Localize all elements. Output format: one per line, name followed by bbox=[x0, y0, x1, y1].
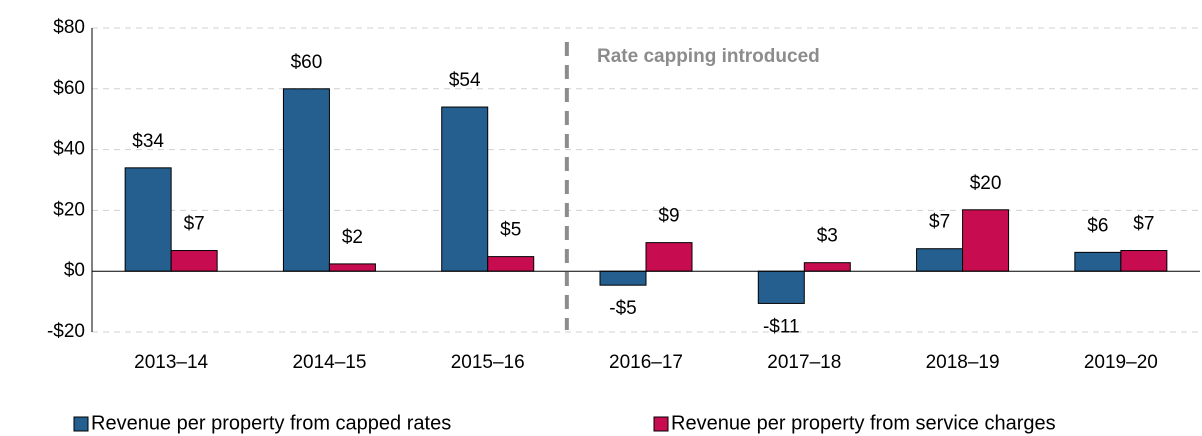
bar bbox=[1120, 250, 1168, 272]
value-label: $7 bbox=[929, 212, 950, 233]
y-tick-label: $80 bbox=[53, 17, 85, 38]
x-tick-label: 2018–19 bbox=[926, 352, 1000, 373]
value-label: $54 bbox=[449, 70, 481, 91]
value-label: -$5 bbox=[609, 298, 636, 319]
value-label: $3 bbox=[817, 226, 838, 247]
value-label: $5 bbox=[500, 220, 521, 241]
value-label: $60 bbox=[291, 52, 323, 73]
bar bbox=[803, 262, 851, 272]
x-tick-label: 2014–15 bbox=[292, 352, 366, 373]
value-label: $9 bbox=[658, 206, 679, 227]
bar bbox=[441, 106, 489, 272]
y-tick-label: $20 bbox=[53, 199, 85, 220]
y-tick-label: $60 bbox=[53, 78, 85, 99]
x-tick-label: 2015–16 bbox=[451, 352, 525, 373]
y-tick-label: $40 bbox=[53, 139, 85, 160]
x-tick-label: 2019–20 bbox=[1084, 352, 1158, 373]
legend-swatch bbox=[73, 416, 89, 432]
value-label: $2 bbox=[342, 227, 363, 248]
bar bbox=[1074, 251, 1122, 272]
bar bbox=[757, 270, 805, 304]
bar bbox=[916, 248, 964, 272]
legend-swatch bbox=[653, 416, 669, 432]
legend-label: Revenue per property from service charge… bbox=[671, 412, 1056, 434]
value-label: $6 bbox=[1087, 215, 1108, 236]
bar bbox=[599, 270, 647, 286]
value-label: -$11 bbox=[763, 316, 800, 337]
value-label: $7 bbox=[1133, 214, 1154, 235]
y-tick-label: $0 bbox=[64, 260, 85, 281]
bar bbox=[487, 256, 535, 272]
x-tick-label: 2017–18 bbox=[767, 352, 841, 373]
bar bbox=[170, 250, 218, 272]
x-tick-label: 2016–17 bbox=[609, 352, 683, 373]
legend-label: Revenue per property from capped rates bbox=[91, 412, 451, 434]
value-label: $7 bbox=[184, 214, 205, 235]
bar bbox=[645, 242, 693, 272]
bar bbox=[962, 209, 1010, 272]
y-tick-label: -$20 bbox=[47, 321, 85, 342]
x-tick-label: 2013–14 bbox=[134, 352, 208, 373]
bar bbox=[282, 88, 330, 272]
annotation: Rate capping introduced bbox=[597, 46, 820, 67]
bar bbox=[328, 263, 376, 272]
bar bbox=[124, 167, 172, 272]
value-label: $20 bbox=[970, 173, 1002, 194]
value-label: $34 bbox=[132, 131, 164, 152]
